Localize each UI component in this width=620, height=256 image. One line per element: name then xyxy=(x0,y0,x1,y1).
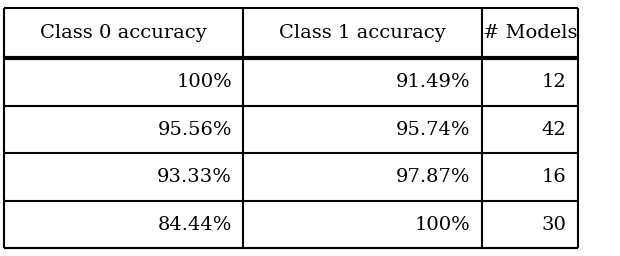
Text: 91.49%: 91.49% xyxy=(396,73,471,91)
Text: 93.33%: 93.33% xyxy=(157,168,232,186)
Text: Class 1 accuracy: Class 1 accuracy xyxy=(279,24,446,42)
Text: 100%: 100% xyxy=(176,73,232,91)
Text: 100%: 100% xyxy=(415,216,471,233)
Text: 84.44%: 84.44% xyxy=(157,216,232,233)
Text: 97.87%: 97.87% xyxy=(396,168,471,186)
Text: 95.56%: 95.56% xyxy=(157,121,232,138)
Text: # Models: # Models xyxy=(482,24,577,42)
Text: 16: 16 xyxy=(542,168,567,186)
Text: 30: 30 xyxy=(542,216,567,233)
Text: 12: 12 xyxy=(542,73,567,91)
Text: 42: 42 xyxy=(542,121,567,138)
Text: 95.74%: 95.74% xyxy=(396,121,471,138)
Text: Class 0 accuracy: Class 0 accuracy xyxy=(40,24,207,42)
